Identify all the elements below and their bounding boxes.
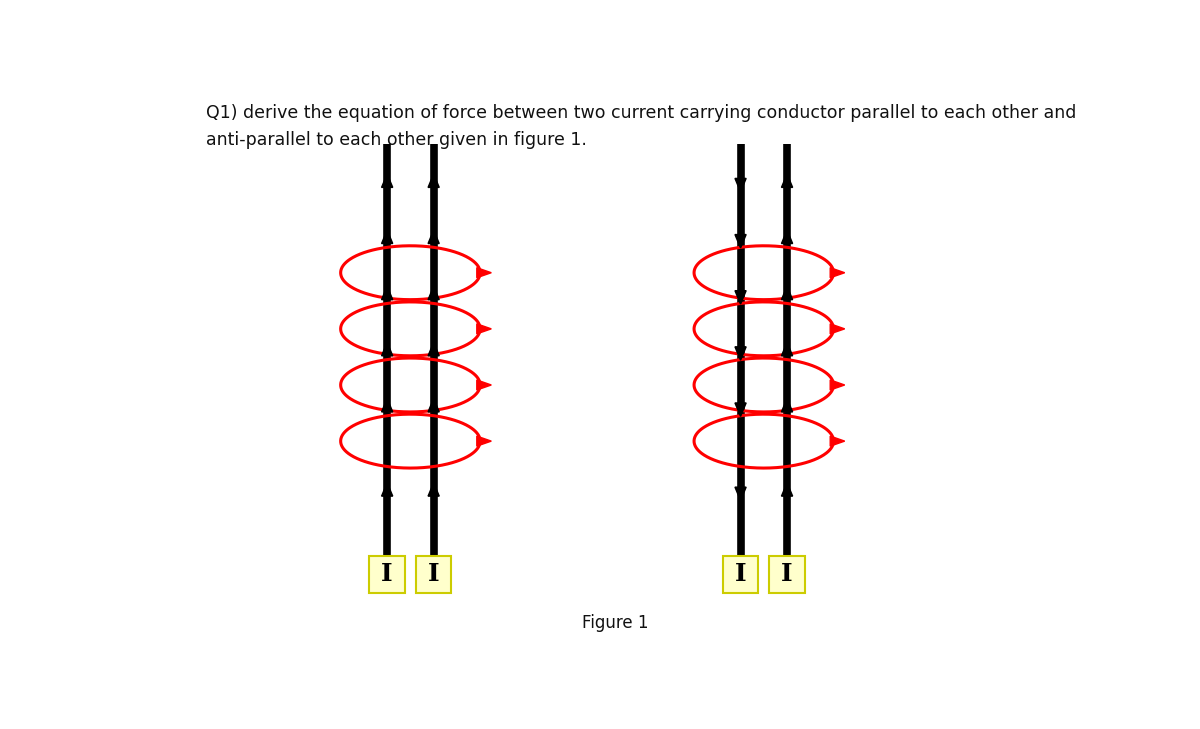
Polygon shape bbox=[734, 235, 746, 248]
Polygon shape bbox=[734, 347, 746, 360]
Polygon shape bbox=[734, 179, 746, 192]
Polygon shape bbox=[428, 343, 439, 356]
Polygon shape bbox=[428, 399, 439, 412]
Polygon shape bbox=[476, 268, 491, 278]
Polygon shape bbox=[830, 436, 845, 446]
Text: I: I bbox=[428, 563, 439, 586]
Polygon shape bbox=[734, 487, 746, 501]
Polygon shape bbox=[781, 483, 793, 496]
Polygon shape bbox=[830, 268, 845, 278]
FancyBboxPatch shape bbox=[416, 556, 451, 593]
Polygon shape bbox=[476, 436, 491, 446]
Text: Q1) derive the equation of force between two current carrying conductor parallel: Q1) derive the equation of force between… bbox=[206, 104, 1076, 149]
Polygon shape bbox=[830, 324, 845, 334]
Polygon shape bbox=[382, 286, 392, 300]
Polygon shape bbox=[781, 230, 793, 243]
Polygon shape bbox=[382, 399, 392, 412]
Polygon shape bbox=[781, 343, 793, 356]
FancyBboxPatch shape bbox=[722, 556, 758, 593]
Text: I: I bbox=[734, 563, 746, 586]
FancyBboxPatch shape bbox=[370, 556, 404, 593]
Polygon shape bbox=[734, 403, 746, 416]
Polygon shape bbox=[428, 230, 439, 243]
Text: I: I bbox=[382, 563, 392, 586]
Polygon shape bbox=[781, 174, 793, 187]
Polygon shape bbox=[382, 174, 392, 187]
Polygon shape bbox=[382, 483, 392, 496]
Polygon shape bbox=[476, 380, 491, 390]
Text: I: I bbox=[781, 563, 793, 586]
Text: Figure 1: Figure 1 bbox=[582, 614, 648, 632]
FancyBboxPatch shape bbox=[769, 556, 805, 593]
Polygon shape bbox=[476, 324, 491, 334]
Polygon shape bbox=[428, 286, 439, 300]
Polygon shape bbox=[382, 230, 392, 243]
Polygon shape bbox=[428, 174, 439, 187]
Polygon shape bbox=[830, 380, 845, 390]
Polygon shape bbox=[781, 399, 793, 412]
Polygon shape bbox=[734, 291, 746, 304]
Polygon shape bbox=[428, 483, 439, 496]
Polygon shape bbox=[781, 286, 793, 300]
Polygon shape bbox=[382, 343, 392, 356]
